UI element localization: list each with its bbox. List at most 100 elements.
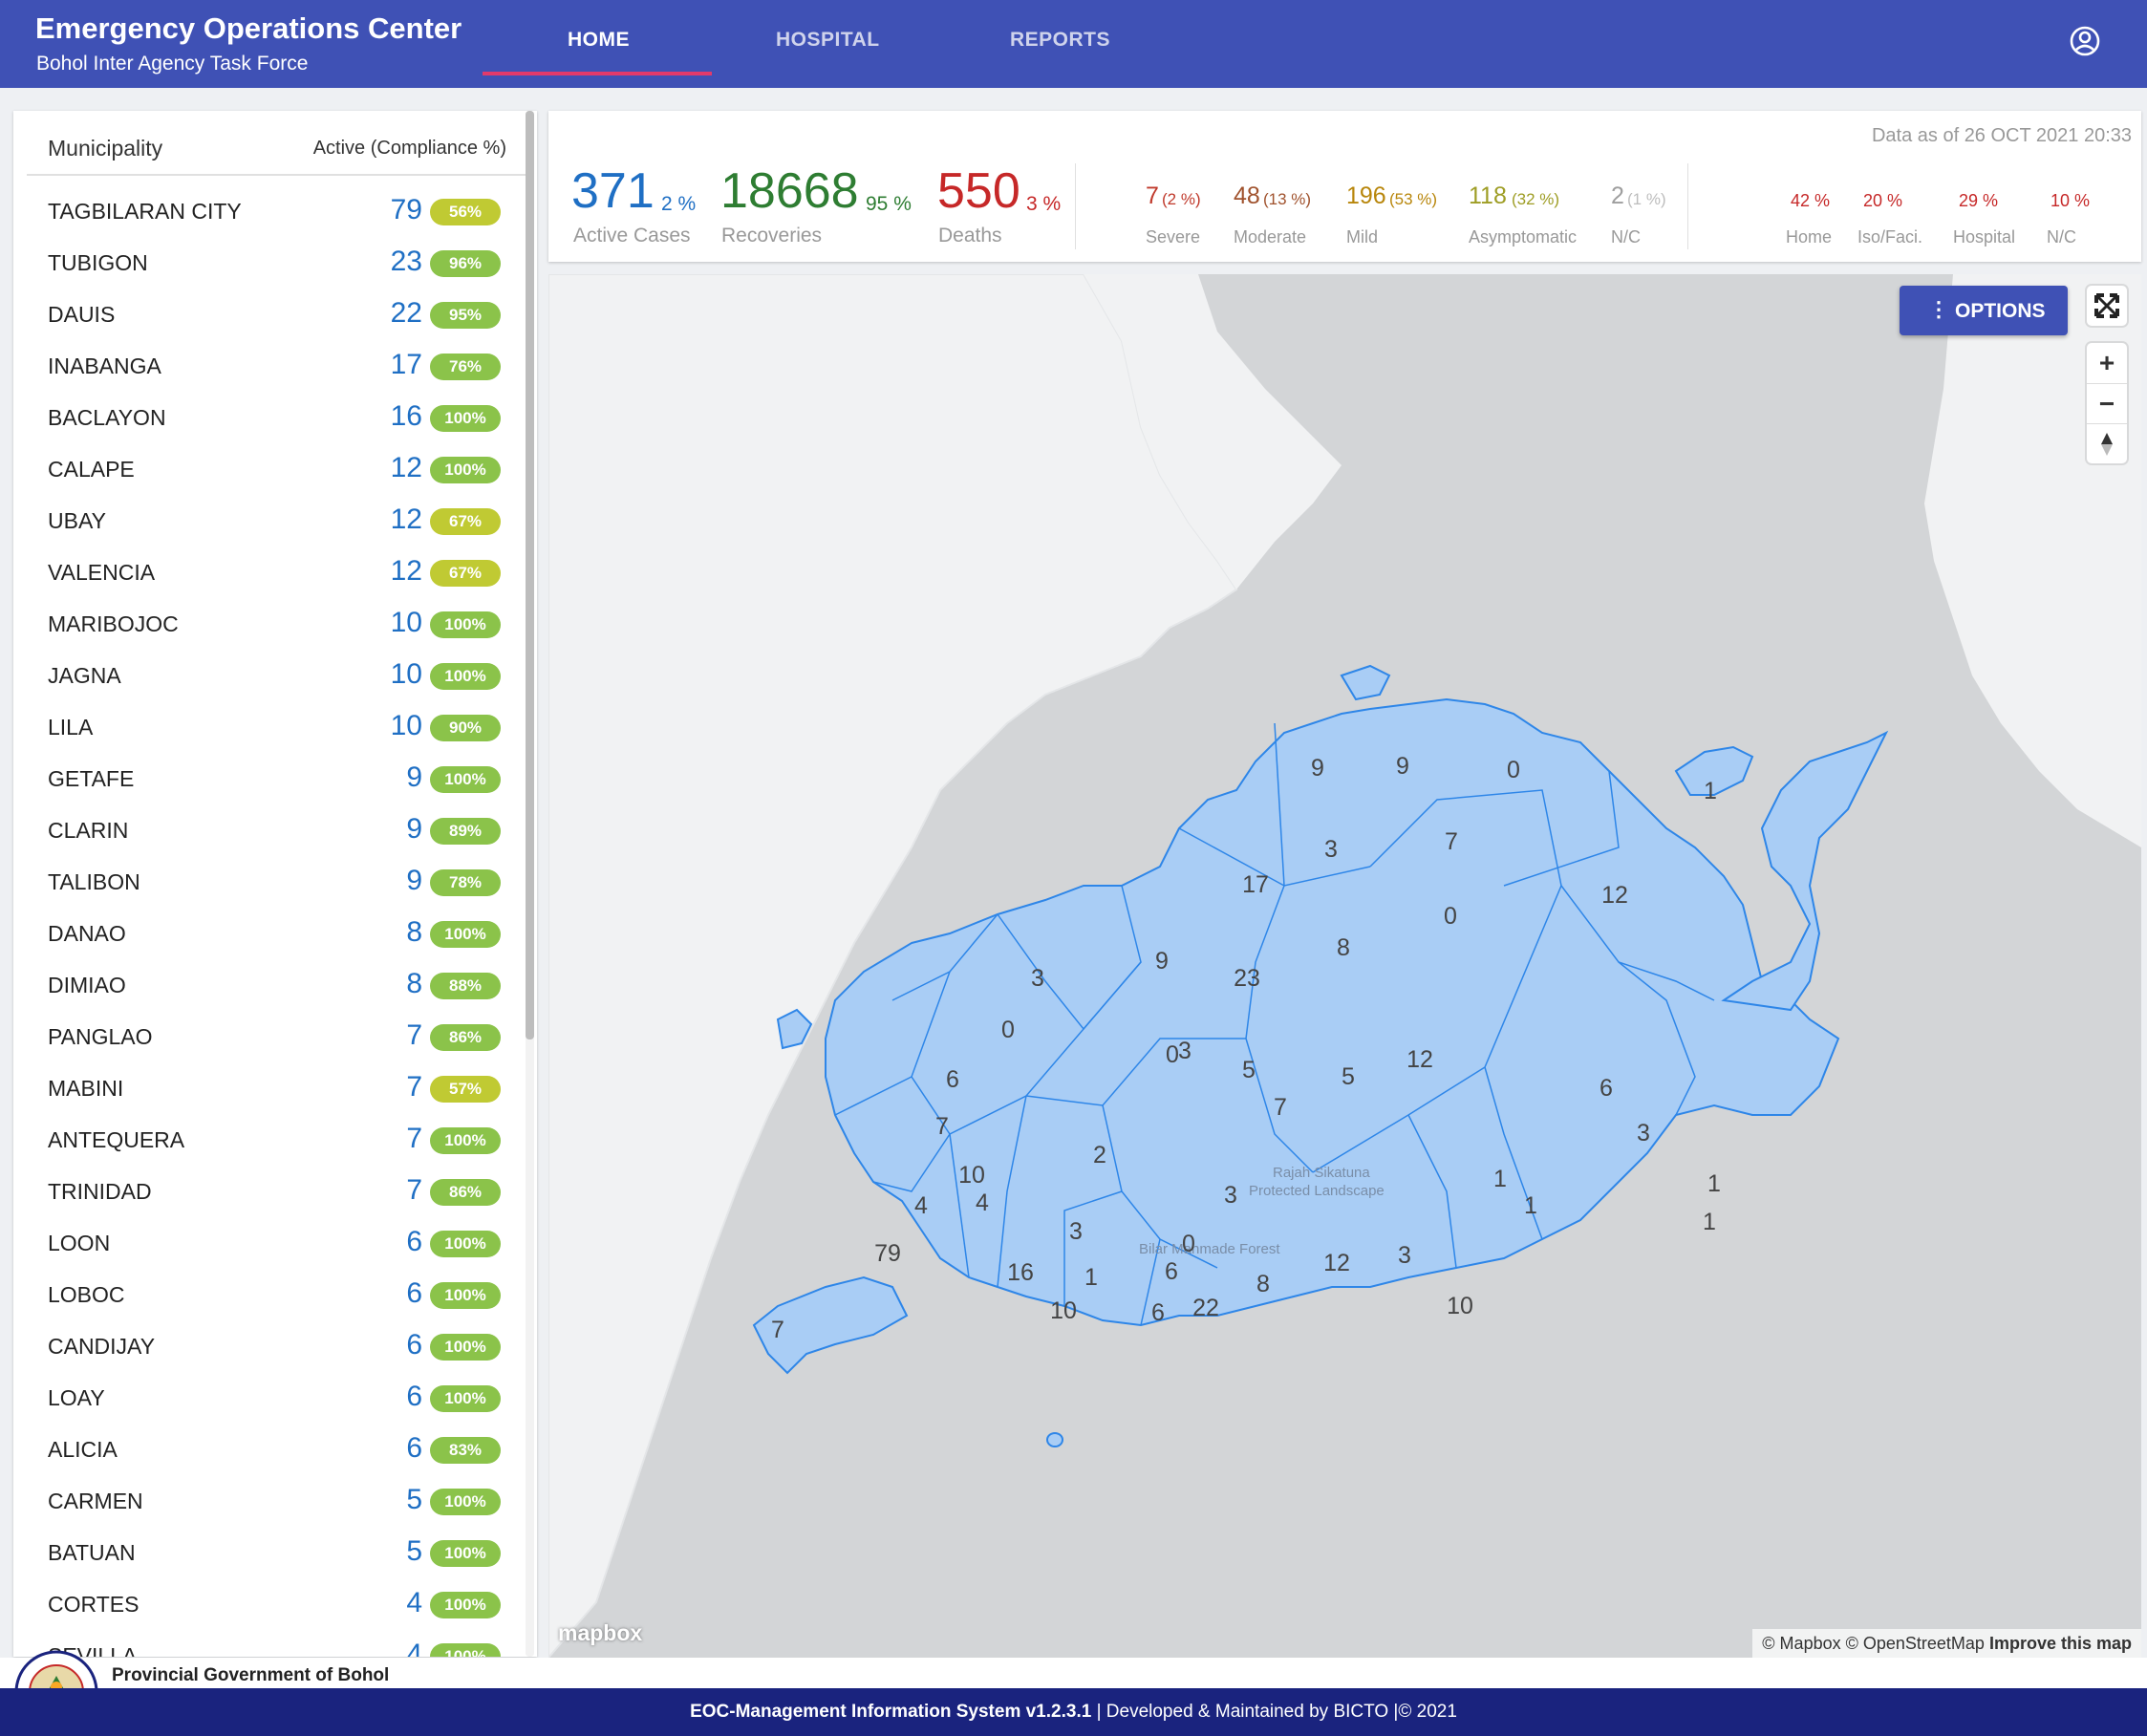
- list-item[interactable]: DIMIAO 8 88%: [27, 961, 524, 1013]
- list-item[interactable]: BACLAYON 16 100%: [27, 394, 524, 445]
- list-item[interactable]: BATUAN 5 100%: [27, 1529, 524, 1580]
- region-count-label: 0: [1166, 1041, 1179, 1068]
- zoom-in-button[interactable]: +: [2098, 348, 2115, 377]
- list-item[interactable]: DAUIS 22 95%: [27, 290, 524, 342]
- options-button[interactable]: ⋮ OPTIONS: [1900, 286, 2068, 335]
- list-item[interactable]: CALAPE 12 100%: [27, 445, 524, 497]
- list-item[interactable]: TAGBILARAN CITY 79 56%: [27, 187, 524, 239]
- compliance-badge: 100%: [430, 1489, 501, 1515]
- region-count-label: 12: [1406, 1046, 1433, 1073]
- account-circle-icon[interactable]: [2069, 25, 2101, 57]
- compliance-badge: 100%: [430, 457, 501, 483]
- attribution-text[interactable]: © Mapbox © OpenStreetMap: [1762, 1634, 1985, 1653]
- stats-card: Data as of 26 OCT 2021 20:33 371 2 % Act…: [548, 111, 2141, 262]
- map-view[interactable]: Rajah Sikatuna Protected Landscape Bilar…: [548, 274, 2141, 1658]
- compliance-badge: 100%: [430, 405, 501, 432]
- area-label-rajah-sikatuna: Rajah Sikatuna: [1273, 1165, 1370, 1181]
- improve-map-link[interactable]: Improve this map: [1988, 1634, 2132, 1653]
- municipality-name: LOBOC: [48, 1282, 125, 1307]
- list-item[interactable]: MABINI 7 57%: [27, 1064, 524, 1116]
- municipality-name: BACLAYON: [48, 405, 166, 430]
- list-item[interactable]: DANAO 8 100%: [27, 910, 524, 961]
- compliance-badge: 100%: [430, 611, 501, 638]
- hospital-label: Hospital: [1953, 227, 2016, 246]
- region-count-label: 6: [946, 1066, 959, 1093]
- active-tab-indicator: [483, 72, 712, 75]
- moderate-value: 48: [1234, 182, 1260, 209]
- active-count: 79: [390, 194, 422, 225]
- deaths-value: 550: [937, 163, 1020, 219]
- list-item[interactable]: ANTEQUERA 7 100%: [27, 1116, 524, 1168]
- active-count: 5: [406, 1535, 422, 1567]
- fullscreen-button[interactable]: [2087, 286, 2127, 326]
- list-item[interactable]: SEVILLA 4 100%: [27, 1632, 524, 1657]
- list-item[interactable]: ALICIA 6 83%: [27, 1425, 524, 1477]
- list-item[interactable]: CORTES 4 100%: [27, 1580, 524, 1632]
- mild-pct: (53 %): [1389, 190, 1438, 208]
- list-item[interactable]: MARIBOJOC 10 100%: [27, 600, 524, 652]
- list-item[interactable]: LOAY 6 100%: [27, 1374, 524, 1425]
- municipality-name: PANGLAO: [48, 1024, 153, 1049]
- tab-hospital[interactable]: HOSPITAL: [776, 29, 880, 51]
- municipality-name: GETAFE: [48, 766, 135, 791]
- government-name: Provincial Government of Bohol: [112, 1665, 390, 1685]
- area-label-bilar-forest: Bilar Manmade Forest: [1139, 1241, 1280, 1257]
- nc-value: 2: [1611, 182, 1624, 209]
- compliance-badge: 56%: [430, 199, 501, 225]
- tab-home[interactable]: HOME: [568, 29, 630, 51]
- location-nc-pct: 10 %: [2050, 191, 2091, 210]
- nc-pct: (1 %): [1627, 190, 1666, 208]
- list-item[interactable]: TUBIGON 23 96%: [27, 239, 524, 290]
- more-vert-icon: ⋮: [1928, 297, 1949, 321]
- region-count-label: 10: [1050, 1297, 1077, 1324]
- list-item[interactable]: TRINIDAD 7 86%: [27, 1168, 524, 1219]
- municipality-name: VALENCIA: [48, 560, 156, 585]
- compliance-badge: 78%: [430, 869, 501, 896]
- active-count: 17: [390, 349, 422, 380]
- tab-reports[interactable]: REPORTS: [1010, 29, 1111, 51]
- list-item[interactable]: TALIBON 9 78%: [27, 858, 524, 910]
- list-item[interactable]: CLARIN 9 89%: [27, 806, 524, 858]
- list-item[interactable]: CARMEN 5 100%: [27, 1477, 524, 1529]
- list-item[interactable]: UBAY 12 67%: [27, 497, 524, 548]
- active-cases-label: Active Cases: [573, 225, 691, 246]
- list-item[interactable]: CANDIJAY 6 100%: [27, 1322, 524, 1374]
- active-count: 8: [406, 968, 422, 999]
- municipality-name: DANAO: [48, 921, 126, 946]
- deaths-pct: 3 %: [1026, 193, 1062, 215]
- mapbox-logo[interactable]: mapbox: [558, 1620, 643, 1645]
- active-count: 6: [406, 1226, 422, 1257]
- list-item[interactable]: LOBOC 6 100%: [27, 1271, 524, 1322]
- island-north: [1340, 664, 1391, 701]
- landmass-cebu: [548, 274, 1238, 1658]
- compliance-badge: 67%: [430, 560, 501, 587]
- municipality-name: ALICIA: [48, 1437, 118, 1462]
- isofaci-label: Iso/Faci.: [1857, 227, 1923, 246]
- government-bar: [0, 1658, 2147, 1688]
- region-count-label: 7: [1274, 1094, 1287, 1121]
- list-item[interactable]: INABANGA 17 76%: [27, 342, 524, 394]
- zoom-out-button[interactable]: −: [2087, 383, 2127, 424]
- list-item[interactable]: JAGNA 10 100%: [27, 652, 524, 703]
- list-item[interactable]: LILA 10 90%: [27, 703, 524, 755]
- compliance-badge: 100%: [430, 1127, 501, 1154]
- island-east: [1721, 730, 1889, 1012]
- home-label: Home: [1786, 227, 1833, 246]
- list-item[interactable]: GETAFE 9 100%: [27, 755, 524, 806]
- municipal-borders: [834, 722, 1715, 1326]
- severe-label: Severe: [1146, 227, 1201, 246]
- list-scrollbar-thumb[interactable]: [526, 111, 534, 1039]
- list-item[interactable]: LOON 6 100%: [27, 1219, 524, 1271]
- list-item[interactable]: VALENCIA 12 67%: [27, 548, 524, 600]
- compliance-badge: 100%: [430, 921, 501, 948]
- compliance-badge: 89%: [430, 818, 501, 845]
- region-count-label: 23: [1234, 965, 1260, 992]
- compass-button[interactable]: [2087, 423, 2127, 464]
- list-item[interactable]: PANGLAO 7 86%: [27, 1013, 524, 1064]
- map-canvas[interactable]: Rajah Sikatuna Protected Landscape Bilar…: [548, 274, 2141, 1658]
- municipality-name: TUBIGON: [48, 250, 148, 275]
- hospital-pct: 29 %: [1959, 191, 1999, 210]
- region-count-label: 2: [1093, 1142, 1106, 1168]
- severe-pct: (2 %): [1162, 190, 1201, 208]
- region-count-label: 5: [1242, 1057, 1256, 1083]
